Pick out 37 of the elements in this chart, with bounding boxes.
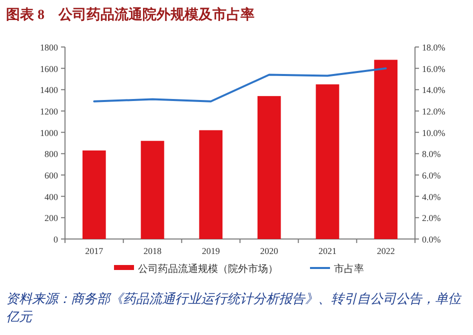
legend-label: 市占率 bbox=[334, 263, 364, 275]
y2-tick-label: 2.0% bbox=[422, 213, 442, 224]
y-tick-label: 1400 bbox=[40, 85, 58, 96]
y2-tick-label: 16.0% bbox=[422, 64, 446, 74]
x-tick-label: 2022 bbox=[376, 246, 395, 256]
bar bbox=[199, 130, 222, 239]
y-tick-label: 1200 bbox=[40, 106, 58, 116]
bar bbox=[140, 140, 164, 239]
y-tick-label: 1600 bbox=[40, 64, 58, 74]
bar bbox=[258, 96, 281, 239]
y2-tick-label: 6.0% bbox=[422, 170, 442, 180]
y2-tick-label: 10.0% bbox=[422, 128, 446, 138]
y-tick-label: 600 bbox=[44, 170, 58, 180]
y2-tick-label: 14.0% bbox=[422, 85, 446, 96]
bar bbox=[316, 84, 340, 239]
chart-title: 图表 8 公司药品流通院外规模及市占率 bbox=[6, 6, 254, 24]
y2-tick-label: 0.0% bbox=[422, 234, 442, 244]
y2-tick-label: 12.0% bbox=[422, 106, 446, 116]
bar bbox=[374, 60, 398, 239]
x-tick-label: 2021 bbox=[318, 246, 336, 256]
y-tick-label: 400 bbox=[44, 192, 58, 202]
y-tick-label: 1000 bbox=[40, 128, 58, 138]
y-tick-label: 800 bbox=[44, 149, 58, 160]
y2-tick-label: 8.0% bbox=[422, 149, 442, 160]
x-tick-label: 2017 bbox=[85, 246, 104, 256]
y-tick-label: 0 bbox=[54, 234, 58, 244]
bar bbox=[82, 150, 106, 239]
y2-tick-label: 4.0% bbox=[422, 192, 442, 202]
x-tick-label: 2018 bbox=[144, 246, 162, 256]
line-series bbox=[93, 67, 387, 102]
x-tick-label: 2019 bbox=[202, 246, 220, 256]
x-tick-label: 2020 bbox=[260, 246, 279, 256]
y-tick-label: 1800 bbox=[40, 42, 58, 52]
y-tick-label: 200 bbox=[44, 213, 58, 224]
y2-tick-label: 18.0% bbox=[422, 42, 446, 52]
legend-label: 公司药品流通规模（院外市场） bbox=[138, 263, 278, 275]
text: 资料来源：商务部《药品流通行业运行统计分析报告》、转引自公司公告，单位亿元 bbox=[6, 290, 462, 326]
